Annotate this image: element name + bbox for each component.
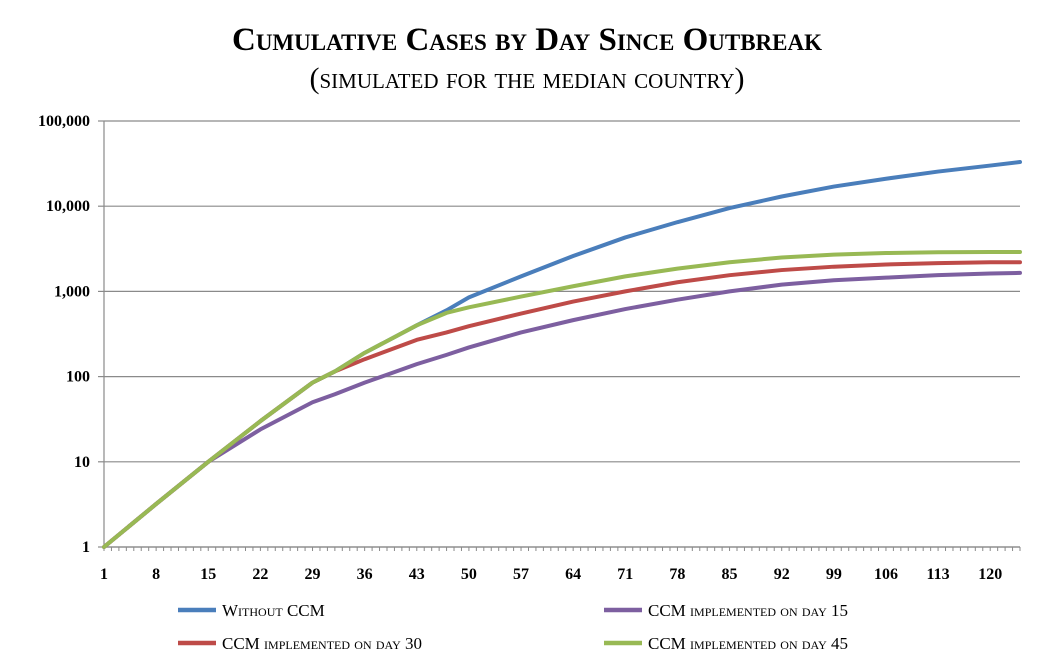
legend-label: CCM implemented on day 45 [648,634,848,653]
x-tick-label: 1 [100,566,108,583]
chart-subtitle: (simulated for the median country) [310,62,745,95]
gridlines [104,120,1020,548]
y-tick-label: 10 [74,454,90,471]
x-tick-label: 22 [252,566,268,583]
x-tick-label: 120 [978,566,1002,583]
x-tick-label: 8 [152,566,160,583]
x-tick-label: 57 [513,566,529,583]
x-tick-label: 71 [617,566,633,583]
chart-title: Cumulative Cases by Day Since Outbreak [232,22,822,58]
y-tick-label: 1,000 [54,283,90,300]
y-tick-label: 1 [82,539,90,556]
legend-label: Without CCM [222,601,325,620]
legend: Without CCM CCM implemented on day 15 CCM … [178,601,848,653]
x-tick-label: 15 [200,566,216,583]
legend-item-3: CCM implemented on day 30 [178,634,422,653]
y-tick-labels: 1 10 100 1,000 10,000 100,000 [38,113,90,556]
series-line-3 [102,260,1022,549]
x-tick-label: 29 [305,566,321,583]
series-line-1 [102,160,1022,549]
legend-item-4: CCM implemented on day 45 [604,634,848,653]
x-tick-label: 113 [927,566,950,583]
y-tick-label: 10,000 [46,198,90,215]
x-tick-label: 43 [409,566,425,583]
series-lines [102,160,1022,549]
axes [98,120,1021,551]
legend-item-2: CCM implemented on day 15 [604,601,848,620]
legend-item-1: Without CCM [178,601,325,620]
x-tick-labels: 1 8 15 22 29 36 43 50 57 64 71 78 85 92 99 106 113 120 [100,566,1002,583]
series-line-2 [102,270,1022,549]
x-tick-label: 85 [722,566,738,583]
x-tick-label: 99 [826,566,842,583]
x-tick-label: 64 [565,566,581,583]
x-tick-label: 78 [669,566,685,583]
y-tick-label: 100,000 [38,113,90,130]
series-line-4 [102,250,1022,549]
x-tick-label: 50 [461,566,477,583]
y-tick-label: 100 [66,369,90,386]
legend-label: CCM implemented on day 30 [222,634,422,653]
x-tick-label: 106 [874,566,898,583]
legend-label: CCM implemented on day 15 [648,601,848,620]
x-tick-label: 36 [357,566,373,583]
x-tick-label: 92 [774,566,790,583]
